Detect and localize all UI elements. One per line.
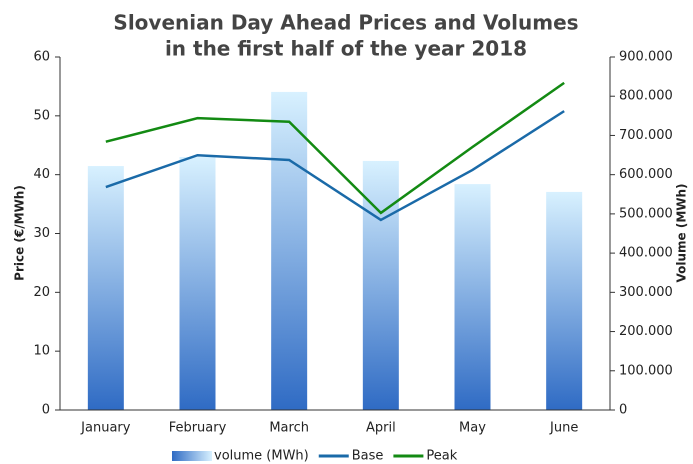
bar xyxy=(87,166,124,410)
y2-tick-label: 200.000 xyxy=(619,324,673,339)
bar xyxy=(546,191,583,410)
y2-tick-label: 900.000 xyxy=(619,50,673,65)
y-tick-label: 30 xyxy=(33,226,50,241)
y2-tick-label: 300.000 xyxy=(619,285,673,300)
x-tick-label: April xyxy=(366,421,396,436)
y2-tick-label: 500.000 xyxy=(619,206,673,221)
y-tick-label: 0 xyxy=(42,403,50,418)
y2-tick-label: 700.000 xyxy=(619,128,673,143)
legend-label: volume (MWh) xyxy=(214,449,309,464)
chart-title: in the first half of the year 2018 xyxy=(165,37,527,61)
y-tick-label: 50 xyxy=(33,108,50,123)
x-tick-label: March xyxy=(269,421,309,436)
bar xyxy=(271,91,308,410)
y-tick-label: 60 xyxy=(33,50,50,65)
y2-tick-label: 600.000 xyxy=(619,167,673,182)
x-tick-label: May xyxy=(459,421,486,436)
y2-tick-label: 800.000 xyxy=(619,89,673,104)
y2-tick-label: 100.000 xyxy=(619,363,673,378)
legend-label: Base xyxy=(352,449,384,464)
bar xyxy=(179,157,216,410)
x-tick-label: February xyxy=(169,421,227,436)
x-tick-label: January xyxy=(80,421,131,436)
y2-axis-label: Volume (MWh) xyxy=(675,183,689,282)
line-series xyxy=(105,81,565,215)
y2-tick-label: 400.000 xyxy=(619,246,673,261)
y-axis-label: Price (€/MWh) xyxy=(13,185,27,281)
legend-label: Peak xyxy=(426,449,457,464)
bar xyxy=(454,184,491,410)
y-tick-label: 10 xyxy=(33,344,50,359)
y-tick-label: 40 xyxy=(33,167,50,182)
y-tick-label: 20 xyxy=(33,285,50,300)
x-tick-label: June xyxy=(549,421,578,436)
legend-swatch xyxy=(172,451,212,461)
bar xyxy=(362,160,399,410)
y2-tick-label: 0 xyxy=(619,403,627,418)
chart-title: Slovenian Day Ahead Prices and Volumes xyxy=(113,11,578,35)
line-series xyxy=(105,110,565,222)
